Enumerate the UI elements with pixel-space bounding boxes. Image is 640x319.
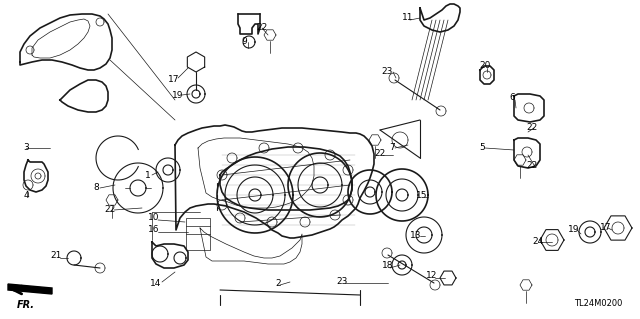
Text: 2: 2 <box>275 279 281 288</box>
Text: 22: 22 <box>257 24 268 33</box>
Text: 17: 17 <box>600 224 612 233</box>
Text: 5: 5 <box>479 143 485 152</box>
Text: 19: 19 <box>568 226 580 234</box>
Bar <box>186 218 210 250</box>
Text: TL24M0200: TL24M0200 <box>573 299 622 308</box>
Text: 4: 4 <box>23 191 29 201</box>
Text: 21: 21 <box>51 251 61 261</box>
Text: 6: 6 <box>509 93 515 102</box>
Text: 24: 24 <box>532 238 543 247</box>
Text: 20: 20 <box>479 62 491 70</box>
Text: 14: 14 <box>150 278 162 287</box>
Text: 15: 15 <box>416 191 428 201</box>
Text: 10: 10 <box>148 213 160 222</box>
Text: 8: 8 <box>93 183 99 192</box>
Text: 7: 7 <box>389 143 395 152</box>
Text: 9: 9 <box>241 38 247 47</box>
Text: 19: 19 <box>172 92 184 100</box>
Text: 22: 22 <box>526 161 538 170</box>
Text: 3: 3 <box>23 144 29 152</box>
Text: 23: 23 <box>336 278 348 286</box>
Text: 12: 12 <box>426 271 438 280</box>
Text: 22: 22 <box>526 123 538 132</box>
Text: 23: 23 <box>381 68 393 77</box>
Text: 1: 1 <box>145 172 151 181</box>
Text: 22: 22 <box>104 205 116 214</box>
Text: 13: 13 <box>410 231 422 240</box>
Polygon shape <box>8 284 52 294</box>
Text: 11: 11 <box>403 13 413 23</box>
Text: FR.: FR. <box>17 300 35 310</box>
Text: 22: 22 <box>374 150 386 159</box>
Text: 16: 16 <box>148 226 160 234</box>
Text: 17: 17 <box>168 76 180 85</box>
Text: 18: 18 <box>382 262 394 271</box>
